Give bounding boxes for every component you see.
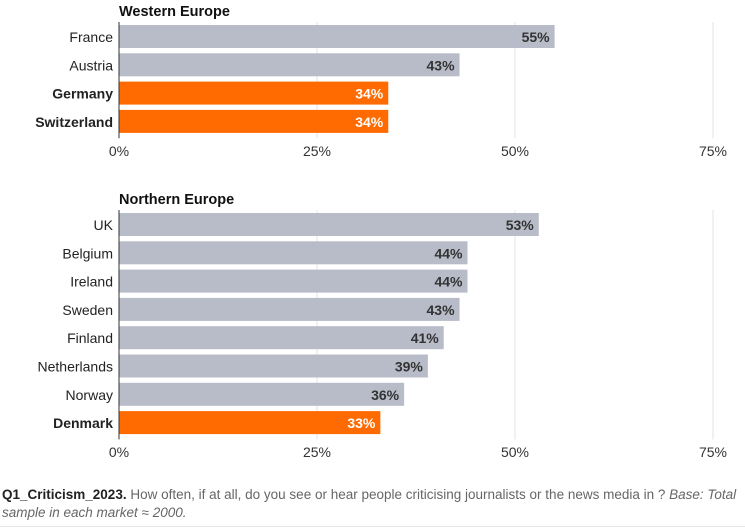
data-label: 33% — [347, 415, 376, 431]
category-label: Ireland — [70, 274, 113, 290]
category-label: Sweden — [62, 302, 113, 318]
question-id: Q1_Criticism_2023. — [2, 487, 127, 502]
x-tick-label: 75% — [699, 444, 727, 460]
data-label: 53% — [506, 217, 535, 233]
base-note: Base: Total sample in each market ≈ 2000… — [2, 487, 737, 520]
bar-switzerland — [119, 109, 389, 133]
panel-title: Northern Europe — [119, 192, 234, 208]
bar-uk — [119, 213, 539, 236]
category-label: Belgium — [62, 245, 113, 261]
divider — [0, 526, 745, 527]
category-label: UK — [94, 217, 114, 233]
bar-netherlands — [119, 354, 428, 378]
bar-finland — [119, 326, 444, 350]
data-label: 41% — [411, 330, 440, 346]
x-tick-label: 0% — [109, 143, 129, 159]
bar-ireland — [119, 269, 468, 293]
bar-france — [119, 25, 555, 48]
data-label: 36% — [371, 387, 400, 403]
data-label: 44% — [434, 274, 463, 290]
category-label: Austria — [69, 57, 113, 73]
x-tick-label: 75% — [699, 143, 727, 159]
bar-austria — [119, 53, 460, 77]
bar-germany — [119, 81, 389, 105]
category-label: Norway — [66, 387, 113, 403]
data-label: 34% — [355, 114, 384, 130]
bar-sweden — [119, 297, 460, 321]
category-label: France — [69, 29, 113, 45]
bar-denmark — [119, 411, 381, 435]
data-label: 55% — [522, 29, 551, 45]
x-tick-label: 25% — [303, 143, 331, 159]
bar-belgium — [119, 241, 468, 265]
x-tick-label: 50% — [501, 143, 529, 159]
category-label: Germany — [52, 86, 113, 102]
bar-chart: Western Europe 0% 25% 50% 75% France 55% Austri… — [35, 4, 727, 460]
x-tick-label: 25% — [303, 444, 331, 460]
category-label: Finland — [67, 330, 113, 346]
footnote: Q1_Criticism_2023. How often, if at all,… — [2, 486, 737, 522]
data-label: 34% — [355, 86, 384, 102]
data-label: 43% — [427, 302, 456, 318]
question-text: How often, if at all, do you see or hear… — [126, 487, 670, 502]
data-label: 43% — [427, 57, 456, 73]
bar-norway — [119, 382, 405, 406]
category-label: Netherlands — [38, 359, 114, 375]
x-tick-label: 50% — [501, 444, 529, 460]
x-tick-label: 0% — [109, 444, 129, 460]
category-label: Denmark — [53, 415, 113, 431]
panel-title: Western Europe — [119, 4, 230, 20]
data-label: 44% — [434, 245, 463, 261]
data-label: 39% — [395, 359, 424, 375]
category-label: Switzerland — [35, 114, 113, 130]
